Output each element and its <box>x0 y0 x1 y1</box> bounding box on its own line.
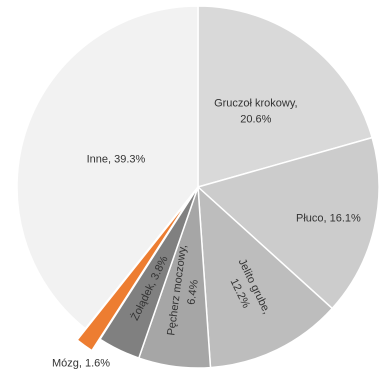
data-label-gruczol-krokowy: Gruczoł krokowy, 20.6% <box>214 97 298 125</box>
pie-slice-mozg <box>76 197 191 352</box>
pie-slice-inne <box>16 5 199 330</box>
data-label-mozg: Mózg, 1.6% <box>52 357 110 369</box>
data-label-inne: Inne, 39.3% <box>87 153 146 165</box>
pie-slice-jelito-grube <box>197 185 334 369</box>
pie-slice-pluco <box>196 136 380 310</box>
pie-slice-gruczol-krokowy <box>197 5 374 188</box>
data-label-pluco: Płuco, 16.1% <box>296 212 361 224</box>
